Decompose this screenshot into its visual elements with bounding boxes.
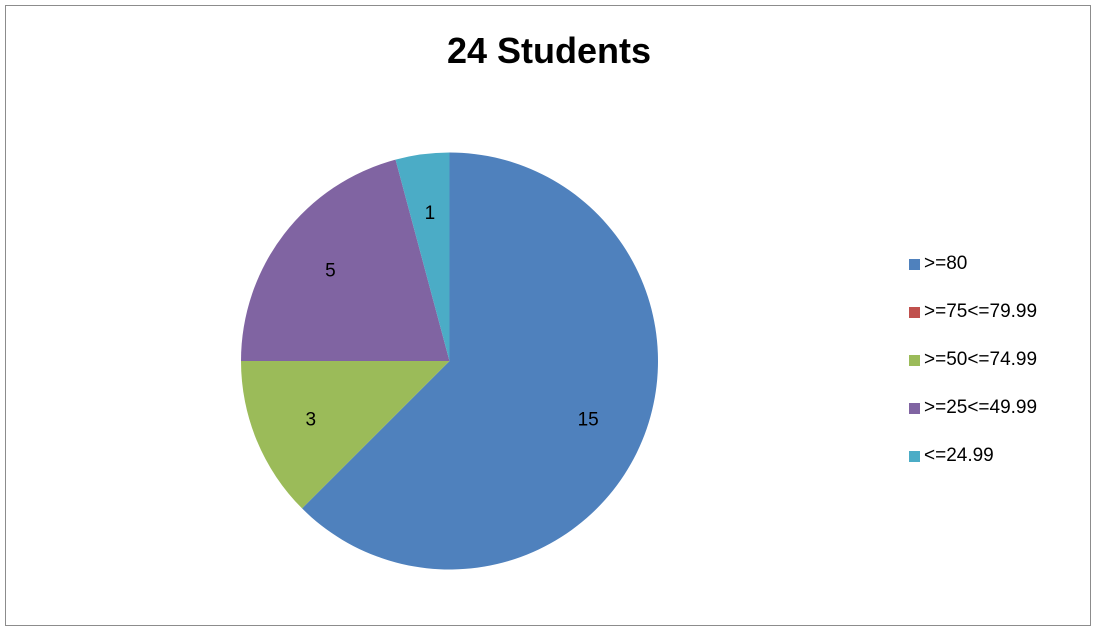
legend-item: <=24.99 — [909, 444, 1037, 468]
legend-label: >=50<=74.99 — [924, 349, 1038, 370]
data-label: 15 — [578, 409, 599, 430]
legend-item: >=80 — [909, 252, 1037, 276]
chart-title: 24 Students — [446, 30, 652, 71]
legend-label: >=75<=79.99 — [924, 301, 1038, 322]
legend-label: <=24.99 — [924, 445, 994, 466]
data-label: 1 — [425, 203, 436, 224]
pie-slice — [241, 361, 450, 509]
legend-label: >=25<=49.99 — [924, 397, 1038, 418]
data-label: 3 — [306, 409, 317, 430]
legend-item: >=50<=74.99 — [909, 348, 1037, 372]
pie-slice — [302, 152, 658, 570]
legend-label: >=80 — [924, 253, 968, 274]
pie-slice — [395, 152, 450, 361]
legend: >=80 >=75<=79.99 >=50<=74.99 >=25<=49.99 <=2… — [909, 252, 1037, 492]
legend-swatch — [909, 450, 920, 462]
pie-slice — [241, 159, 450, 361]
legend-swatch — [909, 306, 920, 318]
legend-swatch — [909, 402, 920, 414]
legend-swatch — [909, 258, 920, 270]
data-label: 5 — [325, 261, 336, 282]
legend-item: >=75<=79.99 — [909, 300, 1037, 324]
legend-item: >=25<=49.99 — [909, 396, 1037, 420]
legend-swatch — [909, 354, 920, 366]
